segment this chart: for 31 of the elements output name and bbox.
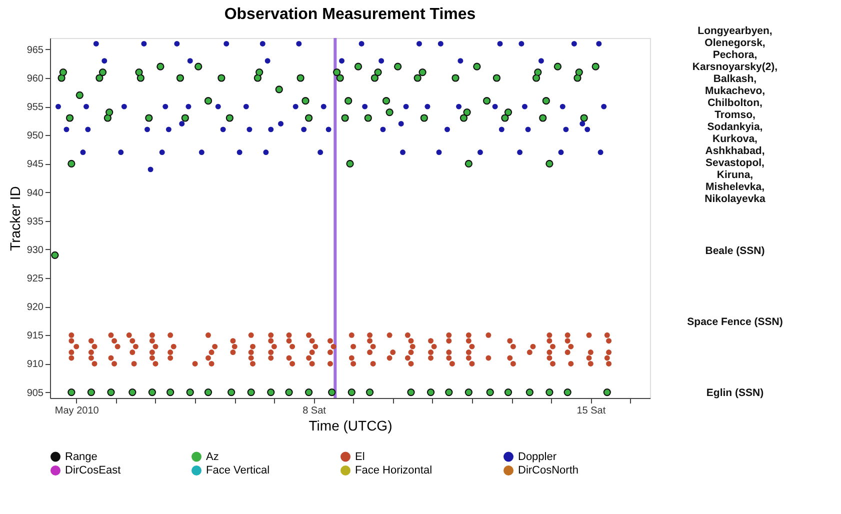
text: Longyearbyen, Olenegorsk, Pechora, Karsnoyarsky(2), Balkash, Mukachevo, Chilbolton, Tromso, Sodankyia, Kurkova, Ashkhabad, Sevastopol, Kiruna, Mishelevka, Nikolayevka (692, 25, 778, 205)
text: Beale (SSN) (705, 245, 765, 257)
legend-label: Face Horizontal (355, 464, 432, 476)
y-tick-label: 910 (26, 359, 44, 370)
y-tick-label: 930 (26, 244, 44, 256)
y-tick-label: 920 (26, 302, 44, 314)
text: Eglin (SSN) (706, 387, 764, 399)
x-tick-label: 15 Sat (576, 406, 606, 416)
legend-label: Az (206, 450, 219, 463)
y-tick-label: 935 (26, 216, 44, 228)
y-tick-label: 955 (26, 102, 44, 114)
legend-label: El (355, 450, 365, 463)
y-tick-label: 925 (26, 274, 44, 284)
y-tick-label: 965 (26, 44, 44, 56)
x-tick-label: 8 Sat (302, 406, 326, 416)
y-tick-label: 960 (26, 74, 44, 84)
legend-label: Range (65, 450, 98, 463)
legend-label: Face Vertical (206, 464, 270, 476)
legend-label: DirCosEast (65, 464, 121, 476)
chart-title: Observation Measurement Times (224, 6, 476, 23)
legend-label: Doppler (518, 450, 557, 463)
y-tick-label: 940 (26, 188, 44, 199)
y-tick-label: 905 (26, 388, 44, 399)
y-tick-label: 945 (26, 159, 44, 170)
x-axis-title: Time (UTCG) (308, 418, 392, 434)
x-tick-label: May 2010 (54, 406, 100, 416)
y-tick-label: 950 (26, 130, 44, 142)
y-axis-title: Tracker ID (6, 186, 23, 251)
y-tick-label: 915 (26, 330, 44, 342)
text: Space Fence (SSN) (687, 316, 783, 328)
legend-label: DirCosNorth (518, 464, 579, 476)
